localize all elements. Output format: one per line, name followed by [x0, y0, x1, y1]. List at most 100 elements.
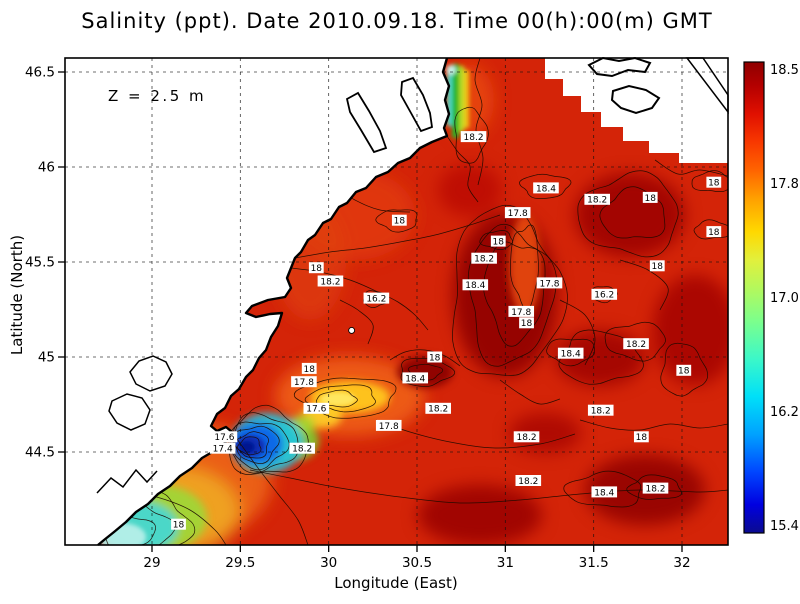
y-tick-label: 46.5 — [25, 65, 55, 81]
y-axis-label: Latitude (North) — [8, 235, 26, 355]
contour-label: 18 — [391, 214, 407, 227]
svg-text:18.2: 18.2 — [292, 445, 312, 455]
contour-line — [454, 106, 489, 164]
lagoon-outline — [400, 76, 433, 133]
svg-text:18: 18 — [304, 365, 316, 375]
contour-label: 18.2 — [317, 275, 344, 287]
contour-line — [339, 299, 374, 345]
contour-label: 18.2 — [515, 475, 542, 487]
contour-line — [231, 431, 309, 545]
lagoon-outline — [345, 91, 388, 154]
x-tick-label: 30.5 — [402, 555, 432, 571]
contour-line — [315, 389, 358, 408]
contour-line — [446, 135, 479, 203]
contour-line — [579, 419, 728, 431]
svg-text:18.4: 18.4 — [465, 281, 485, 291]
svg-text:16.2: 16.2 — [594, 291, 614, 301]
svg-text:18: 18 — [429, 353, 441, 363]
contour-label: 18.4 — [557, 347, 584, 360]
contour-line — [375, 209, 418, 233]
y-tick-label: 45.5 — [25, 255, 55, 271]
contour-label: 18.2 — [513, 431, 540, 443]
colorbar-tick-label: 18.5 — [770, 63, 799, 78]
svg-text:16.2: 16.2 — [366, 295, 386, 305]
svg-text:18: 18 — [708, 179, 720, 189]
x-tick-label: 29.5 — [225, 555, 255, 571]
svg-text:18.2: 18.2 — [591, 407, 611, 417]
contour-line — [604, 321, 666, 362]
svg-text:18.2: 18.2 — [474, 255, 494, 265]
svg-text:18: 18 — [521, 319, 533, 329]
island-outline — [610, 84, 661, 115]
x-tick-label: 30 — [320, 555, 337, 571]
contour-label: 18.2 — [642, 482, 669, 495]
land-features — [96, 56, 729, 494]
contour-label: 18 — [633, 431, 649, 443]
contour-line — [249, 469, 728, 504]
contour-line — [407, 363, 444, 381]
contour-line — [499, 379, 561, 405]
colorbar-tick-label: 17.8 — [770, 177, 799, 192]
svg-text:18: 18 — [173, 521, 185, 531]
contour-label: 18.4 — [462, 279, 489, 291]
svg-text:18.2: 18.2 — [517, 433, 537, 443]
contour-line — [619, 259, 669, 311]
lake-outline — [129, 355, 173, 392]
contour-label: 17.8 — [536, 277, 563, 289]
contour-line — [518, 173, 572, 200]
lake-outline — [108, 393, 151, 431]
y-axis: 46.5 46 45.5 45 44.5 — [25, 65, 65, 461]
svg-text:18: 18 — [708, 228, 720, 238]
x-tick-label: 31 — [497, 555, 514, 571]
contour-label: 18 — [649, 260, 665, 272]
colorbar-tick-label: 16.2 — [770, 405, 799, 420]
contour-line — [691, 170, 728, 193]
low-salinity-cores — [98, 64, 469, 545]
contour-line — [546, 338, 595, 367]
plot-frame — [64, 57, 729, 546]
svg-text:17.8: 17.8 — [379, 422, 399, 432]
contour-line — [510, 224, 539, 311]
contour-label: 17.8 — [375, 419, 402, 432]
colorbar-tick-label: 17.0 — [770, 291, 799, 306]
contour-label: 16.2 — [363, 292, 390, 305]
contour-label: 17.4 — [209, 442, 236, 455]
svg-text:18: 18 — [636, 433, 648, 443]
contour-label: 18.2 — [623, 338, 649, 350]
x-tick-label: 32 — [673, 555, 690, 571]
y-tick-label: 44.5 — [25, 445, 55, 461]
y-tick-label: 46 — [38, 160, 55, 176]
contour-label: 18.4 — [533, 182, 559, 194]
contour-line — [626, 474, 682, 500]
contour-line — [98, 489, 196, 545]
contour-label: 17.6 — [303, 402, 330, 415]
contour-label: 18 — [519, 317, 534, 329]
contour-line — [304, 384, 376, 413]
svg-text:17.6: 17.6 — [306, 405, 326, 415]
svg-text:18.2: 18.2 — [587, 196, 607, 206]
contour-label: 18 — [427, 351, 443, 363]
contour-label: 16.2 — [591, 288, 618, 301]
svg-text:18: 18 — [394, 217, 406, 227]
svg-text:17.8: 17.8 — [511, 308, 531, 318]
colorbar-labels: 18.5 17.8 17.0 16.2 15.4 — [770, 63, 799, 534]
svg-text:18: 18 — [311, 264, 323, 274]
colorbar: 18.5 17.8 17.0 16.2 15.4 — [743, 61, 799, 534]
contour-label: 18.2 — [587, 404, 614, 417]
svg-text:18: 18 — [644, 194, 656, 204]
contour-label: 17.8 — [291, 376, 317, 388]
contour-label: 18.2 — [460, 131, 487, 143]
contour-label: 18 — [301, 362, 317, 375]
contour-line — [660, 342, 709, 397]
x-tick-label: 29 — [143, 555, 160, 571]
contour-label: 18.4 — [402, 372, 429, 384]
svg-text:17.6: 17.6 — [214, 433, 234, 443]
contour-line — [467, 223, 557, 367]
svg-text:18: 18 — [493, 238, 505, 248]
svg-text:18.4: 18.4 — [536, 184, 556, 194]
plot-title: Salinity (ppt). Date 2010.09.18. Time 00… — [81, 9, 712, 33]
svg-text:17.4: 17.4 — [213, 445, 233, 455]
contour-label: 18 — [706, 176, 722, 189]
